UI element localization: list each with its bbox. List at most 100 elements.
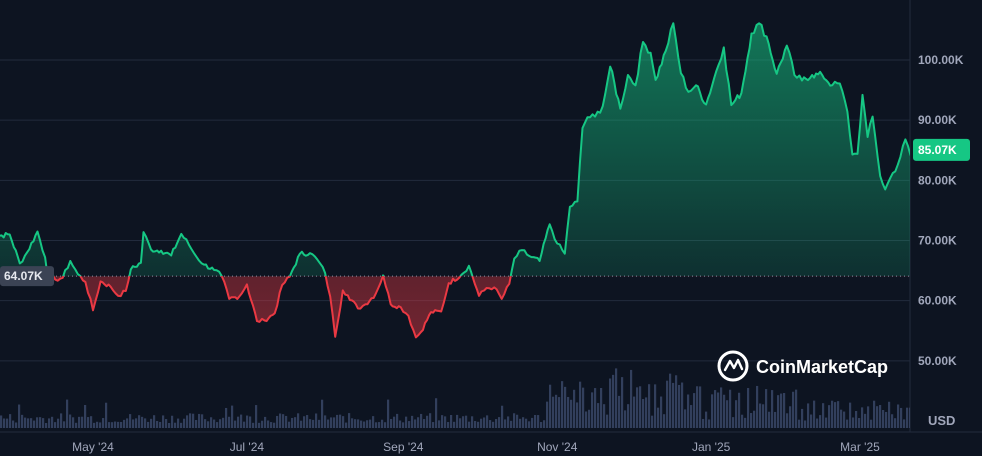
volume-bar	[786, 413, 789, 428]
x-tick-label: May '24	[72, 440, 114, 454]
volume-bar	[486, 415, 489, 428]
volume-bar	[465, 415, 468, 428]
volume-bar	[600, 387, 603, 428]
x-tick-label: Jan '25	[692, 440, 731, 454]
volume-bar	[102, 418, 105, 428]
y-tick-label: 50.00K	[918, 354, 957, 368]
volume-bar	[705, 411, 708, 428]
volume-bar	[132, 419, 135, 428]
volume-bar	[888, 401, 891, 428]
volume-bar	[801, 408, 804, 428]
volume-bar	[165, 419, 168, 428]
volume-bar	[762, 404, 765, 428]
volume-bar	[21, 414, 24, 428]
volume-bar	[573, 389, 576, 428]
volume-bar	[504, 419, 507, 428]
volume-bar	[720, 387, 723, 428]
volume-bar	[666, 380, 669, 428]
volume-bar	[186, 415, 189, 428]
volume-bar	[780, 393, 783, 428]
volume-bar	[636, 387, 639, 428]
volume-bar	[138, 415, 141, 428]
volume-bar	[633, 396, 636, 428]
volume-bar	[246, 415, 249, 428]
volume-bar	[606, 414, 609, 428]
volume-bar	[390, 418, 393, 428]
volume-bar	[558, 397, 561, 428]
volume-bar	[201, 414, 204, 428]
volume-bar	[189, 413, 192, 428]
volume-bar	[354, 419, 357, 428]
volume-bar	[591, 392, 594, 428]
volume-bar	[597, 403, 600, 428]
volume-bar	[33, 420, 36, 428]
volume-bar	[237, 416, 240, 428]
volume-bar	[399, 420, 402, 428]
x-tick-label: Mar '25	[840, 440, 880, 454]
price-line-up[interactable]	[0, 22, 941, 337]
volume-bar	[594, 388, 597, 428]
volume-bar	[72, 417, 75, 428]
volume-bar	[444, 416, 447, 428]
volume-bar	[645, 397, 648, 428]
volume-bar	[477, 421, 480, 428]
volume-bar	[78, 416, 81, 428]
volume-bar	[729, 389, 732, 428]
volume-bar	[450, 415, 453, 428]
volume-bar	[648, 384, 651, 428]
volume-bar	[753, 410, 756, 428]
volume-bar	[825, 417, 828, 428]
volume-bar	[348, 413, 351, 428]
volume-bar	[231, 405, 234, 428]
price-line[interactable]	[0, 22, 941, 339]
volume-bar	[861, 407, 864, 428]
volume-bar	[840, 409, 843, 428]
volume-bar	[372, 416, 375, 428]
volume-bar	[351, 418, 354, 428]
volume-bar	[204, 419, 207, 428]
volume-bar	[90, 416, 93, 428]
volume-bar	[819, 415, 822, 428]
volume-bar	[909, 407, 910, 428]
volume-bar	[528, 421, 531, 428]
volume-bar	[87, 417, 90, 428]
volume-bar	[564, 386, 567, 428]
volume-bar	[621, 377, 624, 428]
volume-bar	[447, 422, 450, 428]
volume-bar	[264, 416, 267, 428]
volume-bar	[210, 417, 213, 428]
volume-bar	[66, 399, 69, 428]
volume-bar	[369, 419, 372, 428]
volume-bar	[483, 417, 486, 428]
volume-bar	[522, 417, 525, 428]
volume-bar	[852, 417, 855, 428]
volume-bar	[15, 422, 18, 428]
volume-bar	[768, 411, 771, 428]
volume-bar	[252, 422, 255, 428]
volume-bar	[288, 421, 291, 428]
volume-bar	[555, 394, 558, 428]
volume-bar	[834, 402, 837, 428]
volume-bar	[327, 419, 330, 428]
volume-bar	[411, 415, 414, 428]
volume-bar	[708, 419, 711, 428]
volume-bar	[306, 415, 309, 428]
volume-bar	[846, 419, 849, 428]
volume-bar	[627, 404, 630, 428]
volume-bar	[732, 417, 735, 428]
price-line-down[interactable]	[0, 23, 941, 339]
volume-bar	[684, 409, 687, 428]
volume-bar	[339, 414, 342, 428]
volume-bar	[63, 421, 66, 428]
volume-bar	[723, 394, 726, 428]
volume-bar	[219, 419, 222, 428]
volume-bar	[126, 418, 129, 428]
volume-bar	[864, 413, 867, 428]
grid-lines	[0, 0, 982, 433]
volume-bar	[456, 414, 459, 428]
volume-bar	[717, 392, 720, 428]
volume-bar	[156, 420, 159, 428]
volume-bar	[324, 415, 327, 428]
